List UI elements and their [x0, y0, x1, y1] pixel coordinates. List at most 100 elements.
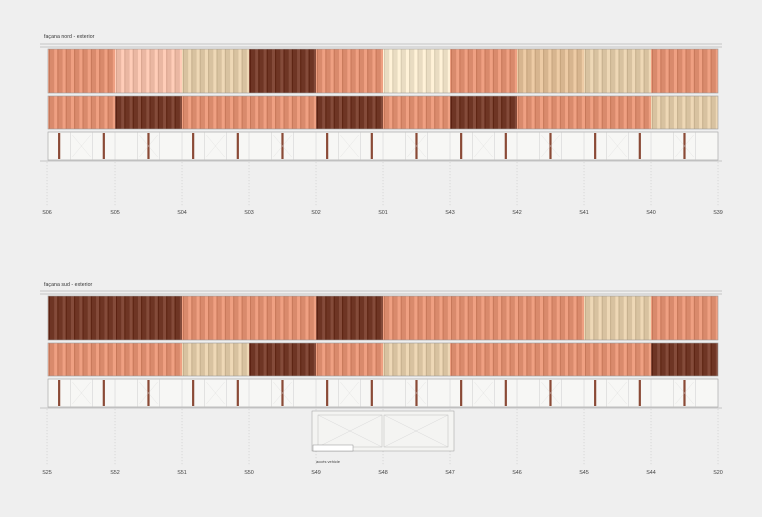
south-upper-row-fin — [543, 296, 549, 340]
north-upper-row-fin — [291, 49, 298, 93]
south-middle-row-fin-shadow — [358, 343, 360, 376]
north-middle-row-fin-shadow — [82, 96, 84, 129]
south-middle-row-fin — [534, 343, 540, 376]
south-upper-row-fin — [585, 296, 591, 340]
north-upper-row-fin-shadow — [384, 49, 386, 93]
south-middle-row-fin-shadow — [392, 343, 394, 376]
south-middle-row-fin-shadow — [434, 343, 436, 376]
north-upper-row-fin-shadow — [442, 49, 444, 93]
south-middle-row-fin-shadow — [157, 343, 159, 376]
south-upper-row-fin — [702, 296, 708, 340]
south-upper-row-fin — [74, 296, 80, 340]
north-upper-row-fin — [241, 49, 247, 93]
north-upper-row-fin — [543, 49, 549, 93]
south-middle-row-fin-shadow — [317, 343, 319, 376]
south-middle-row-fin-shadow — [216, 343, 218, 376]
south-ground-row-glass — [72, 381, 91, 405]
north-upper-row-fin-shadow — [509, 49, 511, 93]
south-ground-row-post — [638, 380, 641, 406]
north-middle-row-fin — [693, 96, 700, 129]
north-middle-row-fin-shadow — [199, 96, 201, 129]
south-ground-row-glass — [206, 381, 225, 405]
north-upper-row-fin — [601, 49, 607, 93]
south-upper-row-fin-shadow — [652, 296, 654, 340]
north-upper-row-fin-shadow — [250, 49, 252, 93]
north-upper-row-fin — [610, 49, 616, 93]
north-upper-row-fin — [342, 49, 348, 93]
south-ground-row-post — [192, 380, 195, 406]
south-upper-row-fin-shadow — [99, 296, 101, 340]
north-upper-row-fin — [685, 49, 691, 93]
south-upper-row-fin — [375, 296, 381, 340]
south-upper-row-fin-shadow — [107, 296, 109, 340]
south-upper-row-fin — [551, 296, 557, 340]
north-upper-row-fin — [534, 49, 540, 93]
north-middle-row-fin-shadow — [618, 96, 620, 129]
north-middle-row-fin — [191, 96, 197, 129]
south-upper-row-fin-shadow — [308, 296, 310, 340]
south-upper-row-fin — [216, 296, 222, 340]
south-upper-row-fin-shadow — [643, 296, 645, 340]
north-middle-row-fin — [367, 96, 373, 129]
south-middle-row-fin-shadow — [568, 343, 570, 376]
north-middle-row-fin-shadow — [183, 96, 185, 129]
south-middle-row-fin — [392, 343, 398, 376]
north-upper-row-fin — [99, 49, 105, 93]
south-upper-row-fin-shadow — [492, 296, 494, 340]
north-upper-row-fin — [107, 49, 113, 93]
south-upper-row-fin — [300, 296, 306, 340]
north-middle-row-fin — [375, 96, 381, 129]
south-upper-row-fin — [367, 296, 373, 340]
south-middle-row-fin — [559, 343, 566, 376]
north-middle-row-fin — [132, 96, 138, 129]
north-upper-row-fin-shadow — [275, 49, 277, 93]
north-middle-row-fin-shadow — [585, 96, 587, 129]
south-middle-row-fin-shadow — [618, 343, 620, 376]
south-middle-row-fin — [216, 343, 222, 376]
south-middle-row-fin — [417, 343, 423, 376]
south-upper-row-fin-shadow — [543, 296, 545, 340]
north-upper-row-fin — [283, 49, 289, 93]
south-middle-row-fin — [518, 343, 524, 376]
south-middle-row-fin — [551, 343, 557, 376]
north-upper-row-fin — [693, 49, 700, 93]
north-upper-row-fin — [501, 49, 507, 93]
north-upper-row-fin — [467, 49, 473, 93]
south-upper-row-fin — [49, 296, 55, 340]
south-upper-row-fin-shadow — [82, 296, 84, 340]
south-upper-row-fin — [618, 296, 624, 340]
south-middle-row-fin — [702, 343, 708, 376]
south-upper-row-fin — [509, 296, 515, 340]
south-middle-row-fin — [660, 343, 666, 376]
north-middle-row-fin — [643, 96, 649, 129]
north-upper-row-fin-shadow — [425, 49, 427, 93]
north-middle-row-fin-shadow — [660, 96, 662, 129]
south-middle-row-fin — [82, 343, 88, 376]
north-middle-row-fin — [677, 96, 683, 129]
north-middle-row-fin — [635, 96, 641, 129]
south-middle-row-fin — [543, 343, 549, 376]
north-ground-row-glass — [206, 134, 225, 158]
north-middle-row-fin-shadow — [526, 96, 528, 129]
south-middle-row-fin — [116, 343, 122, 376]
south-middle-row-fin-shadow — [559, 343, 561, 376]
north-ground-row-post — [638, 133, 641, 159]
south-middle-row-fin-shadow — [710, 343, 712, 376]
north-middle-row-fin-shadow — [233, 96, 235, 129]
north-upper-row-fin — [258, 49, 264, 93]
north-upper-row-fin-shadow — [90, 49, 92, 93]
north-middle-row-fin-shadow — [107, 96, 109, 129]
north-middle-row-fin — [417, 96, 423, 129]
south-upper-row-fin — [157, 296, 164, 340]
south-ground-row-glass — [474, 381, 493, 405]
north-middle-row-fin — [559, 96, 566, 129]
south-upper-row-fin — [308, 296, 314, 340]
south-upper-row-fin-shadow — [250, 296, 252, 340]
north-upper-row-fin-shadow — [467, 49, 469, 93]
south-upper-row-fin — [325, 296, 331, 340]
north-ground-row-post — [236, 133, 239, 159]
north-middle-row-fin — [467, 96, 473, 129]
south-upper-row-fin — [660, 296, 666, 340]
north-ground-row-glass — [541, 134, 560, 158]
north-upper-row-fin-shadow — [576, 49, 578, 93]
